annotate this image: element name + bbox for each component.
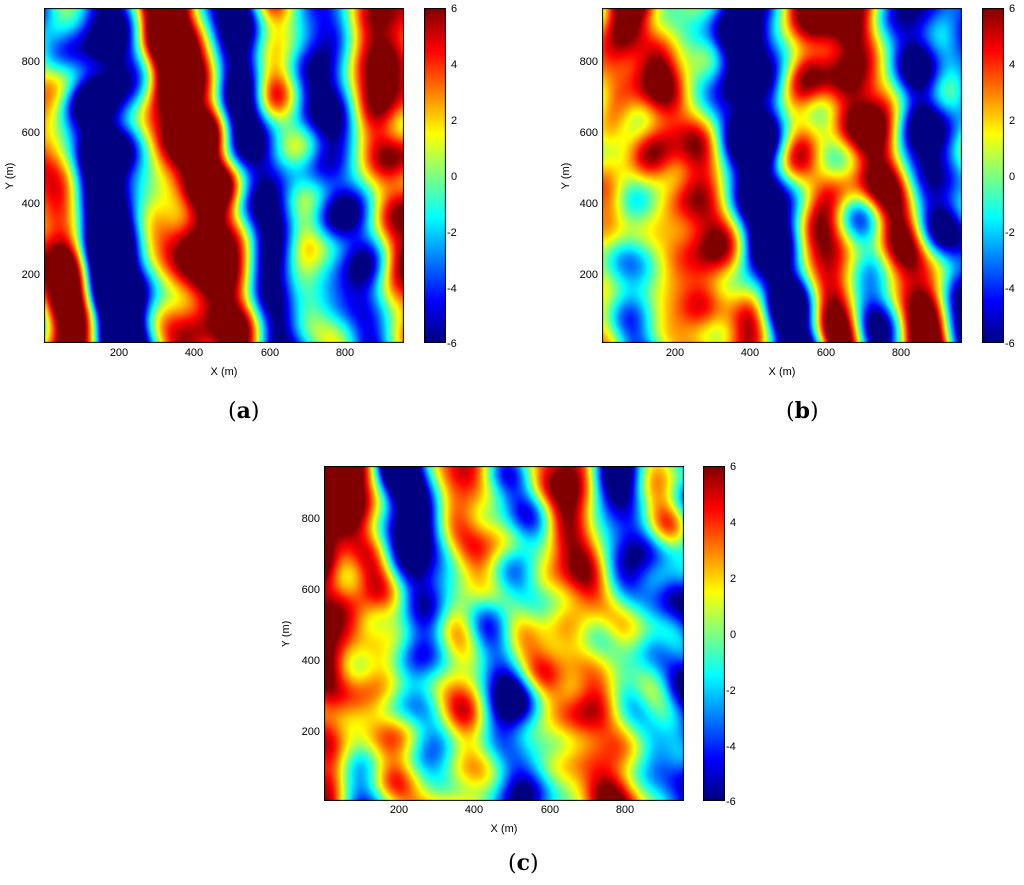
colorbar-tick-label: -4 [1005,283,1015,295]
colorbar-tick-label: -2 [1005,227,1015,239]
heatmap-chart-c: X (m) Y (m) 200 400 600 800 200 400 600 … [280,461,736,835]
x-tick-label: 200 [390,804,408,816]
heatmap-chart-b: X (m) Y (m) 200 400 600 800 200 400 600 … [560,3,1015,378]
y-tick-label: 200 [302,726,320,738]
colorbar-tick-label: -2 [726,685,736,697]
colorbar-tick-label: -4 [447,283,457,295]
heatmap-canvas [602,8,962,343]
y-tick-label: 200 [22,269,40,281]
x-tick-labels: 200 400 600 800 [390,804,634,816]
y-tick-label: 600 [302,584,320,596]
colorbar-tick-labels: 6 4 2 0 -2 -4 -6 [1005,3,1015,350]
colorbar-tick-label: 6 [730,461,736,473]
x-axis-title: X (m) [211,366,238,378]
colorbar-tick-label: 0 [1009,171,1015,183]
x-axis-title: X (m) [491,823,518,835]
y-tick-labels: 200 400 600 800 [22,56,40,281]
x-tick-label: 600 [541,804,559,816]
x-tick-label: 800 [616,804,634,816]
y-tick-labels: 200 400 600 800 [302,513,320,738]
y-axis-label-a: Y (m) [4,163,16,190]
panel-label-b: (b) [786,398,819,424]
y-tick-label: 200 [580,269,598,281]
x-tick-labels: 200 400 600 800 [666,347,910,359]
x-tick-label: 800 [336,347,354,359]
colorbar-tick-label: 0 [451,171,457,183]
panel-label-c: (c) [508,850,539,876]
y-tick-label: 400 [302,655,320,667]
y-tick-label: 600 [580,127,598,139]
x-tick-label: 400 [741,347,759,359]
x-axis-title: X (m) [769,366,796,378]
colorbar-tick-label: -2 [447,227,457,239]
colorbar [424,8,446,343]
y-tick-labels: 200 400 600 800 [580,56,598,281]
colorbar-tick-label: 4 [451,59,457,71]
colorbar [982,8,1004,343]
colorbar-tick-label: 2 [730,573,736,585]
x-tick-label: 200 [666,347,684,359]
colorbar-tick-labels: 6 4 2 0 -2 -4 -6 [726,461,736,808]
y-tick-label: 400 [580,198,598,210]
colorbar [703,466,725,801]
colorbar-tick-label: -6 [447,338,457,350]
x-tick-label: 200 [110,347,128,359]
y-axis-title: Y (m) [282,621,292,648]
colorbar-tick-label: 4 [730,517,736,529]
y-tick-label: 800 [302,513,320,525]
colorbar-tick-label: 4 [1009,59,1015,71]
panel-a: X (m) Y (m) 200 400 600 800 200 400 600 … [0,0,512,440]
heatmap-canvas [324,466,684,801]
x-tick-label: 400 [465,804,483,816]
colorbar-tick-label: 6 [451,3,457,15]
x-axis-label-a: X (m) [211,366,238,378]
panel-label-a: (a) [228,398,260,424]
y-tick-label: 400 [22,198,40,210]
panel-b: X (m) Y (m) 200 400 600 800 200 400 600 … [512,0,1024,440]
heatmap-chart-a: X (m) Y (m) 200 400 600 800 200 400 600 … [4,3,457,378]
heatmap-canvas [44,8,404,343]
y-axis-title: Y (m) [4,163,16,190]
x-tick-label: 800 [892,347,910,359]
y-axis-title: Y (m) [560,163,572,190]
x-tick-label: 600 [261,347,279,359]
x-tick-labels: 200 400 600 800 [110,347,354,359]
colorbar-tick-labels: 6 4 2 0 -2 -4 -6 [447,3,457,350]
colorbar-tick-label: 0 [730,629,736,641]
y-tick-label: 600 [22,127,40,139]
x-tick-label: 600 [817,347,835,359]
colorbar-tick-label: 2 [451,115,457,127]
x-tick-label: 400 [185,347,203,359]
colorbar-tick-label: -6 [1005,338,1015,350]
colorbar-tick-label: -4 [726,741,736,753]
y-tick-label: 800 [580,56,598,68]
colorbar-tick-label: -6 [726,796,736,808]
panel-c: X (m) Y (m) 200 400 600 800 200 400 600 … [280,458,794,885]
colorbar-tick-label: 2 [1009,115,1015,127]
colorbar-tick-label: 6 [1009,3,1015,15]
y-tick-label: 800 [22,56,40,68]
